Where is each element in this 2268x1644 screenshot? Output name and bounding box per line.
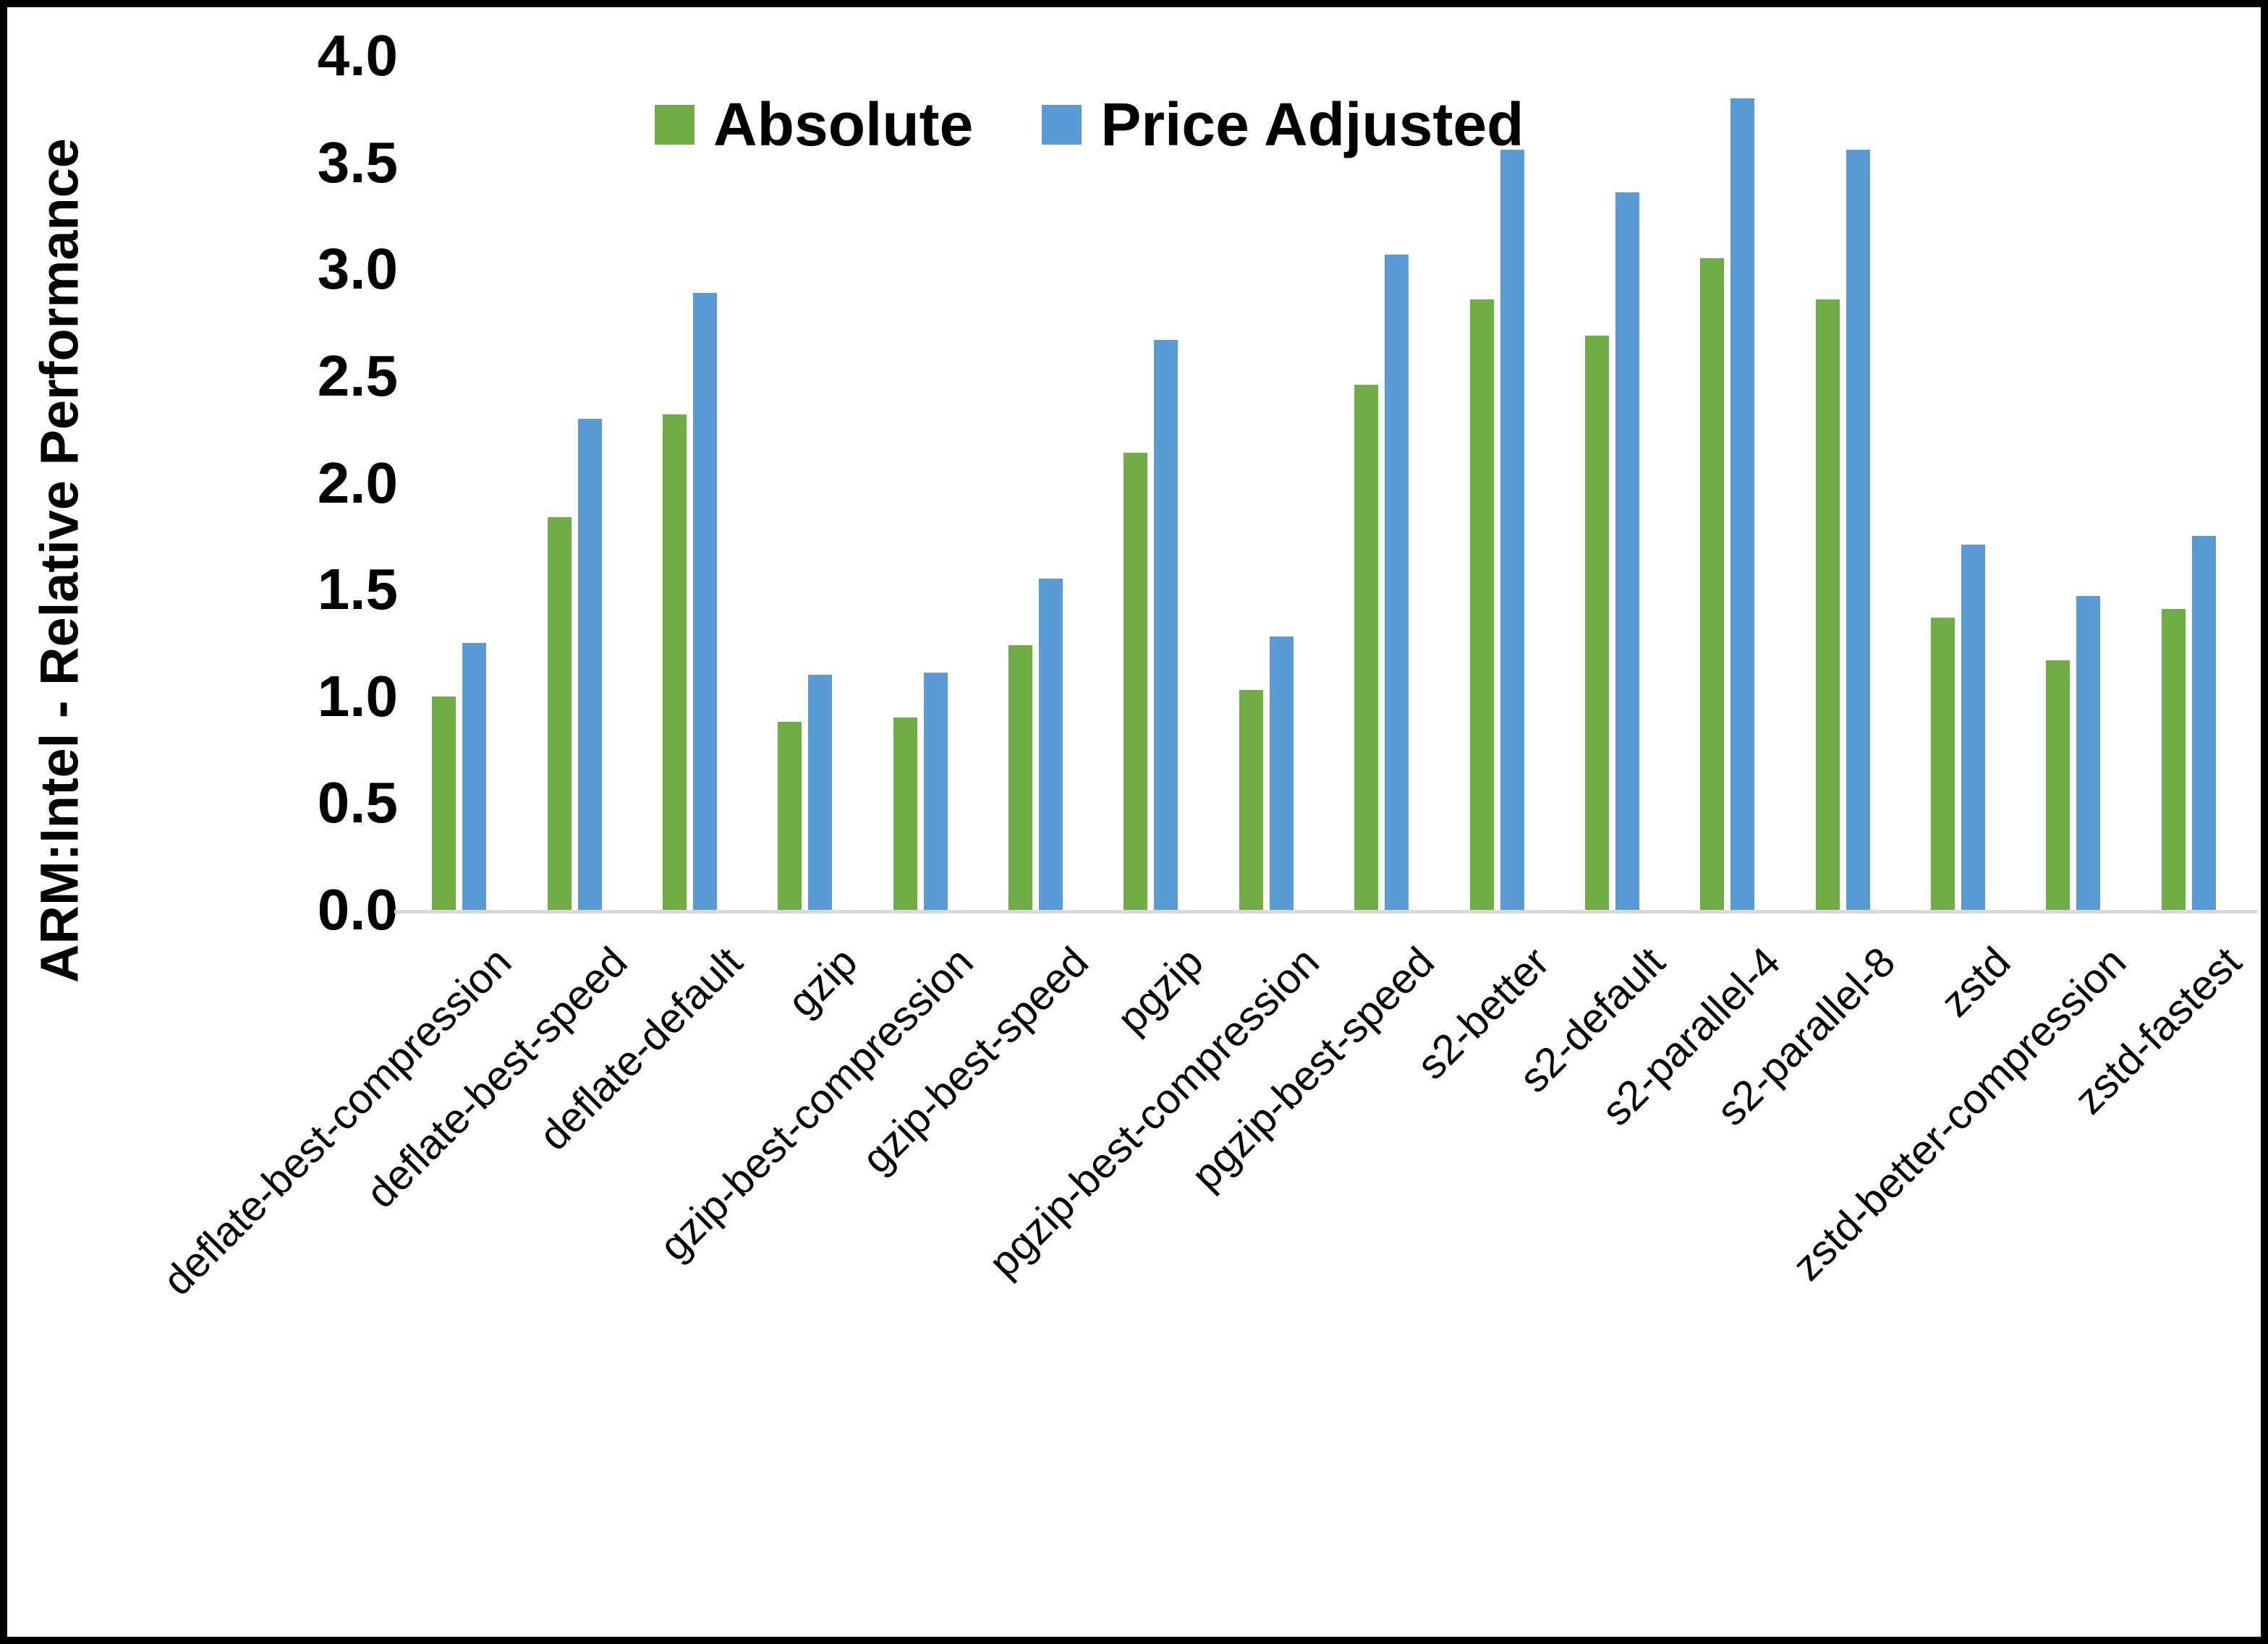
legend-swatch-icon <box>1042 104 1082 145</box>
bar-price-adjusted-deflate-best-compression <box>462 643 486 910</box>
bar-price-adjusted-gzip-best-speed <box>1039 579 1063 910</box>
bar-absolute-gzip <box>778 722 802 910</box>
bar-absolute-pgzip-best-speed <box>1354 385 1378 910</box>
bar-absolute-deflate-default <box>663 414 687 910</box>
bar-price-adjusted-deflate-best-speed <box>578 419 602 910</box>
y-tick-label: 1.0 <box>317 663 398 728</box>
bar-absolute-zstd-better-compression <box>2046 660 2070 910</box>
x-axis-label-pgzip: pgzip <box>1108 938 1213 1043</box>
legend-label: Absolute <box>713 90 974 158</box>
bar-price-adjusted-pgzip-best-compression <box>1270 636 1294 910</box>
bar-absolute-pgzip-best-compression <box>1239 690 1263 910</box>
bar-absolute-gzip-best-speed <box>1008 645 1032 910</box>
bar-price-adjusted-s2-parallel-8 <box>1846 150 1870 910</box>
x-axis-label-gzip: gzip <box>778 938 867 1026</box>
y-tick-label: 2.0 <box>317 450 398 515</box>
bar-absolute-deflate-best-compression <box>432 697 456 910</box>
legend-item-absolute: Absolute <box>655 94 973 155</box>
y-tick-label: 4.0 <box>317 23 398 88</box>
bar-price-adjusted-zstd <box>1961 545 1985 910</box>
bar-price-adjusted-gzip-best-compression <box>924 673 948 910</box>
bar-absolute-zstd-fastest <box>2162 609 2186 910</box>
bar-absolute-s2-parallel-8 <box>1816 299 1840 910</box>
bar-absolute-s2-parallel-4 <box>1700 258 1724 910</box>
y-tick-label: 0.5 <box>317 770 398 835</box>
x-axis-label-deflate-default: deflate-default <box>530 938 752 1160</box>
bar-absolute-s2-default <box>1585 336 1609 910</box>
legend-swatch-icon <box>655 104 695 145</box>
y-tick-label: 3.5 <box>317 129 398 195</box>
bar-price-adjusted-pgzip-best-speed <box>1385 255 1409 910</box>
legend: Absolute Price Adjusted <box>655 94 1524 155</box>
bar-absolute-deflate-best-speed <box>548 517 572 910</box>
y-tick-label: 0.0 <box>317 877 398 942</box>
bar-price-adjusted-gzip <box>808 675 832 910</box>
bar-absolute-pgzip <box>1124 453 1147 910</box>
bar-price-adjusted-deflate-default <box>693 293 717 910</box>
bar-price-adjusted-s2-better <box>1500 150 1524 910</box>
bar-price-adjusted-zstd-better-compression <box>2076 596 2100 910</box>
y-tick-label: 1.5 <box>317 557 398 622</box>
bar-price-adjusted-s2-parallel-4 <box>1730 98 1754 910</box>
x-axis-label-zstd: zstd <box>1932 938 2020 1026</box>
legend-item-price-adjusted: Price Adjusted <box>1042 94 1524 155</box>
x-axis-line <box>394 910 2257 913</box>
bar-price-adjusted-zstd-fastest <box>2192 536 2216 910</box>
y-tick-label: 3.0 <box>317 237 398 302</box>
bar-price-adjusted-pgzip <box>1154 340 1178 910</box>
bar-absolute-s2-better <box>1470 299 1494 910</box>
y-tick-label: 2.5 <box>317 343 398 408</box>
legend-label: Price Adjusted <box>1100 90 1524 158</box>
bar-price-adjusted-s2-default <box>1615 192 1639 910</box>
bar-absolute-gzip-best-compression <box>893 717 917 910</box>
bar-absolute-zstd <box>1931 618 1955 910</box>
